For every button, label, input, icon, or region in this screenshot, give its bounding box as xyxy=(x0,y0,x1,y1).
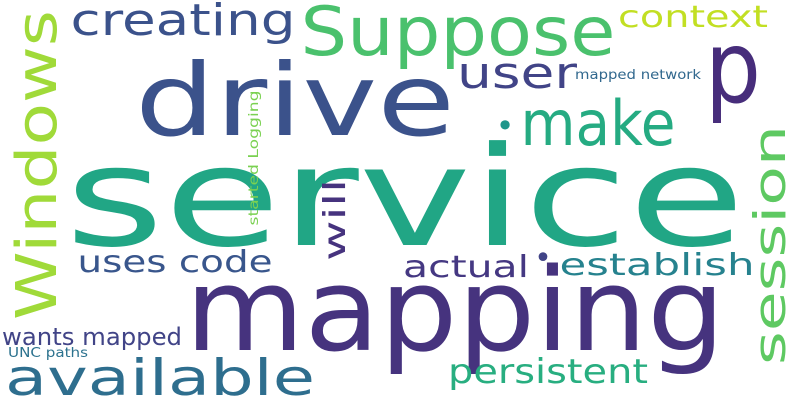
word-p: p xyxy=(705,9,761,126)
word-service: service xyxy=(65,117,745,278)
word-windows: Windows xyxy=(5,10,70,320)
word-context: context xyxy=(618,0,768,35)
word-session: session xyxy=(745,125,796,365)
word-started-logging: started Logging xyxy=(247,91,262,226)
word-uses-code: uses code xyxy=(78,245,273,280)
word-user: user xyxy=(457,48,578,99)
word-unc-paths: UNC paths xyxy=(8,346,88,361)
word-dot-2: • xyxy=(534,241,552,276)
word-establish: establish xyxy=(560,248,755,283)
word-actual: actual xyxy=(403,250,529,285)
word-suppose: Suppose xyxy=(301,0,616,72)
word-dot-1: • xyxy=(496,107,515,145)
word-available: available xyxy=(5,349,315,400)
word-drive: drive xyxy=(135,42,455,159)
word-creating: creating xyxy=(71,0,296,46)
word-make: make xyxy=(521,87,676,160)
word-mapped-network: mapped network xyxy=(575,68,702,83)
word-persistent: persistent xyxy=(448,352,648,392)
word-will: will xyxy=(318,179,353,261)
word-wants-mapped: wants mapped xyxy=(2,323,182,351)
word-mapping: mapping xyxy=(185,244,725,378)
